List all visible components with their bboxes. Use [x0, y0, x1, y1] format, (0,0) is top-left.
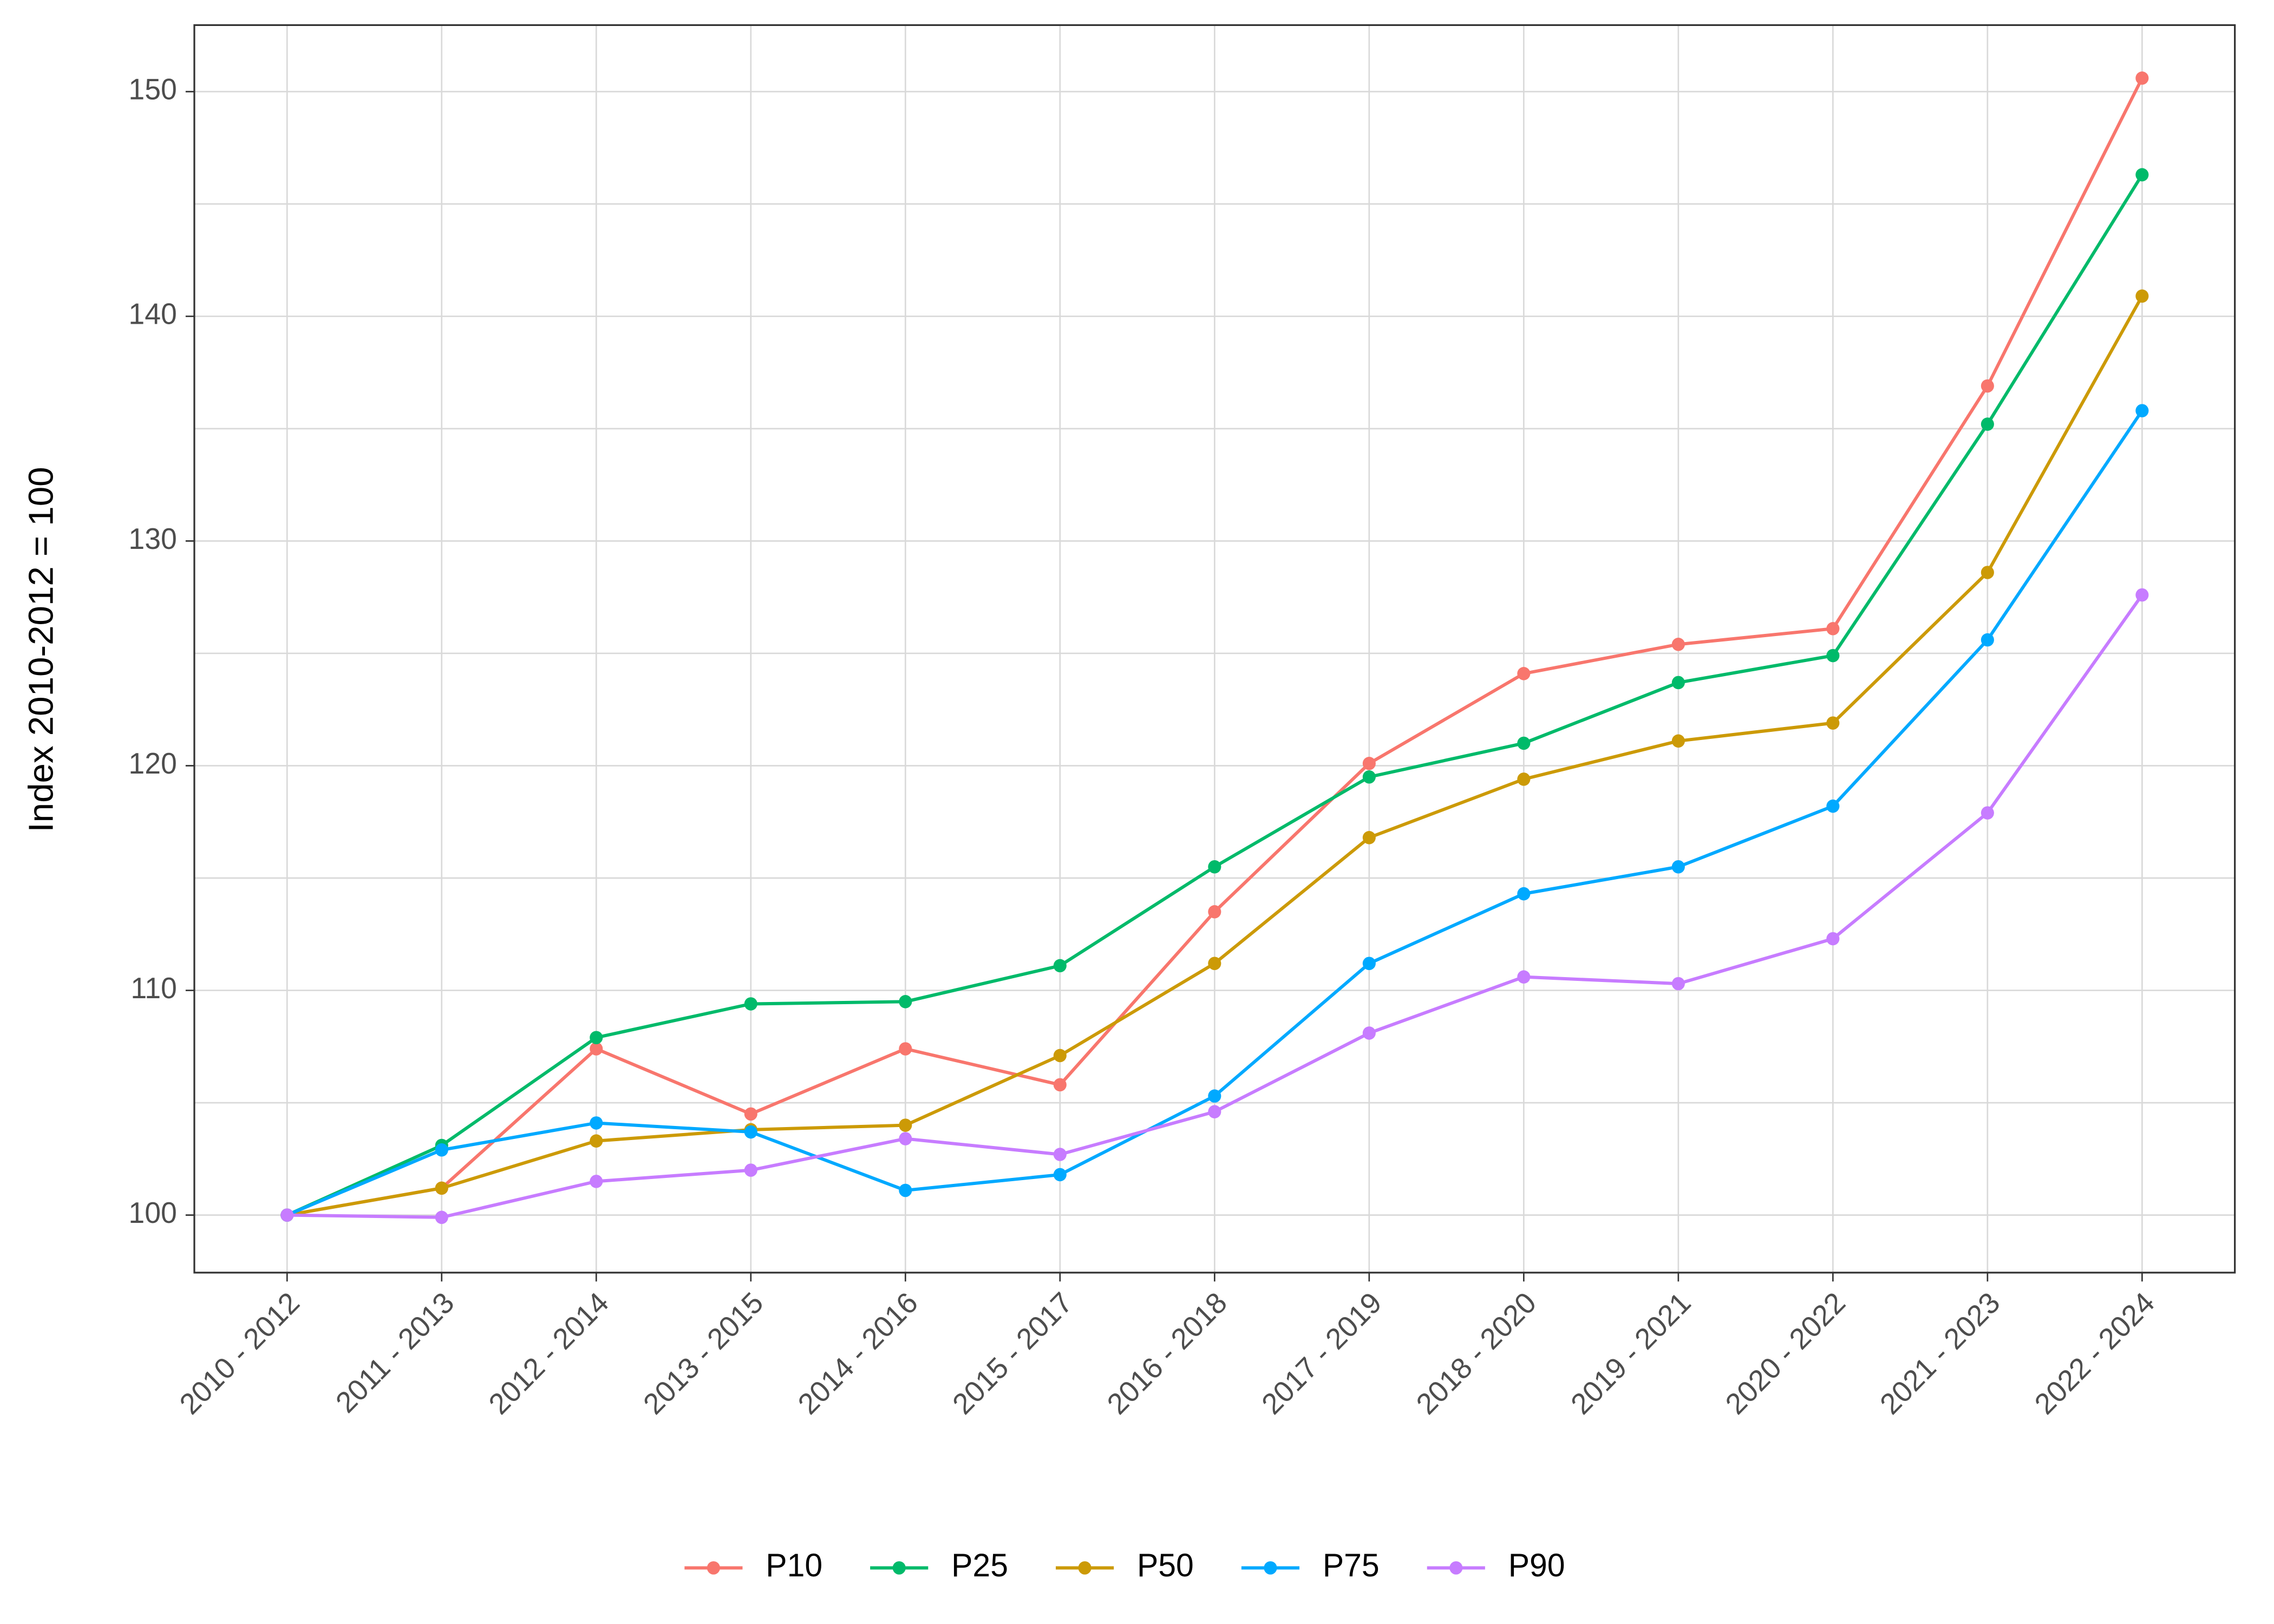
legend-point: [1078, 1561, 1092, 1575]
x-tick-label: 2021 - 2023: [1874, 1286, 2006, 1421]
point: [2135, 71, 2149, 85]
point: [744, 997, 757, 1011]
legend-label: P75: [1323, 1547, 1380, 1584]
legend-point: [1264, 1561, 1277, 1575]
point: [1517, 887, 1531, 901]
y-tick-label: 120: [128, 747, 177, 780]
legend-label: P50: [1137, 1547, 1194, 1584]
point: [899, 995, 912, 1009]
point: [1981, 417, 1994, 431]
point: [590, 1031, 603, 1045]
point: [2135, 404, 2149, 417]
x-tick-label: 2022 - 2024: [2029, 1286, 2161, 1421]
plot-border: [193, 24, 2236, 1274]
point: [1981, 379, 1994, 393]
point: [1826, 622, 1840, 636]
legend-point: [707, 1561, 720, 1575]
point: [435, 1181, 448, 1195]
y-tick-label: 110: [130, 972, 177, 1005]
point: [744, 1107, 757, 1121]
legend-label: P10: [766, 1547, 822, 1584]
point: [899, 1183, 912, 1197]
point: [1517, 970, 1531, 984]
point: [1362, 1026, 1376, 1040]
legend-label: P25: [951, 1547, 1008, 1584]
point: [1362, 757, 1376, 770]
point: [590, 1042, 603, 1056]
point: [590, 1175, 603, 1188]
point: [2135, 588, 2149, 602]
point: [1053, 1049, 1067, 1063]
x-tick-label: 2012 - 2014: [483, 1286, 615, 1421]
point: [1362, 957, 1376, 971]
point: [744, 1163, 757, 1177]
point: [1053, 1168, 1067, 1182]
point: [1208, 1105, 1221, 1118]
point: [1517, 736, 1531, 750]
point: [1671, 638, 1685, 651]
point: [1208, 905, 1221, 919]
point: [2135, 168, 2149, 182]
point: [1517, 667, 1531, 680]
x-tick-label: 2015 - 2017: [946, 1286, 1079, 1421]
point: [590, 1134, 603, 1148]
x-tick-label: 2020 - 2022: [1720, 1286, 1852, 1421]
point: [1671, 860, 1685, 874]
x-tick-label: 2017 - 2019: [1256, 1286, 1388, 1421]
point: [1208, 957, 1221, 971]
x-tick-label: 2014 - 2016: [792, 1286, 924, 1421]
point: [435, 1143, 448, 1157]
point: [590, 1116, 603, 1130]
y-tick-label: 130: [128, 522, 177, 555]
point: [899, 1118, 912, 1132]
point: [1208, 860, 1221, 874]
point: [899, 1042, 912, 1056]
point: [1517, 772, 1531, 786]
x-tick-label: 2019 - 2021: [1565, 1286, 1697, 1421]
point: [1671, 977, 1685, 991]
legend-point: [892, 1561, 906, 1575]
point: [744, 1125, 757, 1139]
y-tick-label: 150: [128, 73, 177, 106]
x-tick-label: 2010 - 2012: [174, 1286, 306, 1421]
point: [435, 1210, 448, 1224]
point: [899, 1132, 912, 1145]
point: [1826, 716, 1840, 730]
point: [1053, 959, 1067, 973]
x-tick-label: 2013 - 2015: [637, 1286, 769, 1421]
legend-point: [1449, 1561, 1463, 1575]
x-tick-label: 2016 - 2018: [1101, 1286, 1233, 1421]
y-tick-label: 100: [128, 1197, 177, 1230]
point: [1208, 1089, 1221, 1103]
point: [1362, 831, 1376, 844]
point: [1981, 566, 1994, 579]
x-tick-label: 2011 - 2013: [330, 1286, 460, 1419]
point: [1671, 734, 1685, 748]
point: [1981, 806, 1994, 820]
y-axis-title: Index 2010-2012 = 100: [21, 467, 60, 833]
point: [1053, 1148, 1067, 1161]
point: [1826, 932, 1840, 946]
x-tick-label: 2018 - 2020: [1410, 1286, 1543, 1421]
point: [1826, 799, 1840, 813]
point: [1362, 770, 1376, 784]
y-tick-label: 140: [128, 298, 177, 331]
legend-label: P90: [1508, 1547, 1565, 1584]
point: [1826, 649, 1840, 663]
point: [280, 1208, 294, 1222]
point: [1981, 633, 1994, 647]
point: [2135, 289, 2149, 303]
point: [1053, 1078, 1067, 1092]
point: [1671, 676, 1685, 690]
